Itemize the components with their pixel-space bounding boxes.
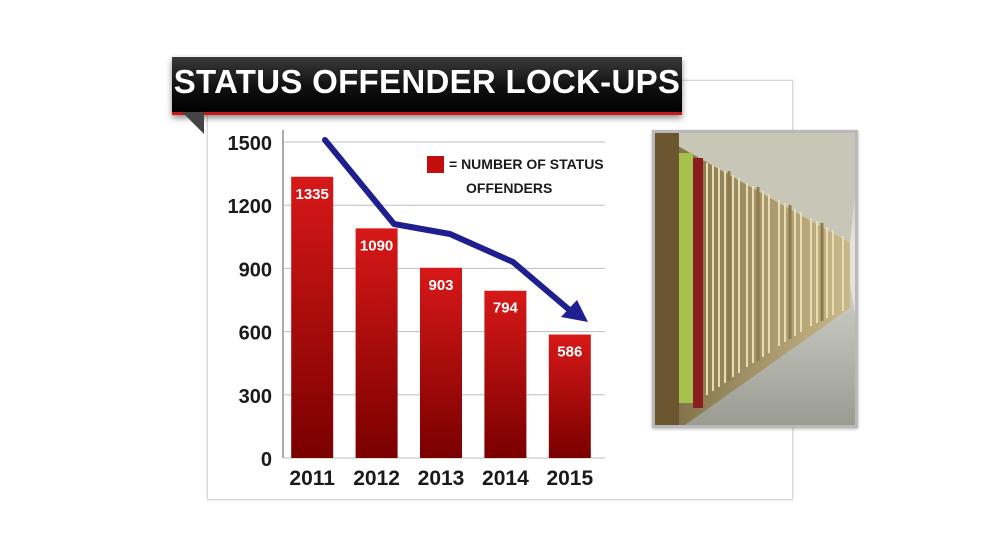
bar-2013 xyxy=(420,267,462,458)
chart-title: STATUS OFFENDER LOCK-UPS xyxy=(173,63,681,100)
data-label: 794 xyxy=(493,300,519,317)
title-banner: STATUS OFFENDER LOCK-UPS xyxy=(172,57,682,115)
y-tick-label: 600 xyxy=(239,323,272,345)
x-tick-label: 2014 xyxy=(482,467,529,490)
banner-fold xyxy=(182,112,204,134)
y-tick-label: 0 xyxy=(261,449,272,471)
bar-2011 xyxy=(291,176,334,458)
bar-2014 xyxy=(484,290,527,458)
legend-label-line2: OFFENDERS xyxy=(466,180,552,196)
y-tick-label: 1500 xyxy=(228,133,273,155)
x-tick-label: 2015 xyxy=(546,467,593,490)
x-tick-label: 2012 xyxy=(353,467,400,490)
bar-2015 xyxy=(548,334,591,458)
y-tick-label: 900 xyxy=(239,259,272,281)
x-tick-label: 2011 xyxy=(289,467,335,490)
data-label: 586 xyxy=(557,344,582,361)
trend-arrow-head xyxy=(561,300,588,322)
jail-cells-photo xyxy=(652,130,858,428)
y-tick-label: 1200 xyxy=(228,196,273,218)
data-label: 1090 xyxy=(360,237,393,254)
data-label: 1335 xyxy=(296,186,329,203)
bar-2012 xyxy=(355,228,398,458)
data-label: 903 xyxy=(428,277,453,294)
legend-label-line1: = NUMBER OF STATUS xyxy=(449,156,604,172)
x-tick-label: 2013 xyxy=(418,467,465,490)
legend-swatch xyxy=(427,156,444,173)
y-tick-label: 300 xyxy=(239,386,272,408)
trend-arrow-line xyxy=(322,137,576,316)
